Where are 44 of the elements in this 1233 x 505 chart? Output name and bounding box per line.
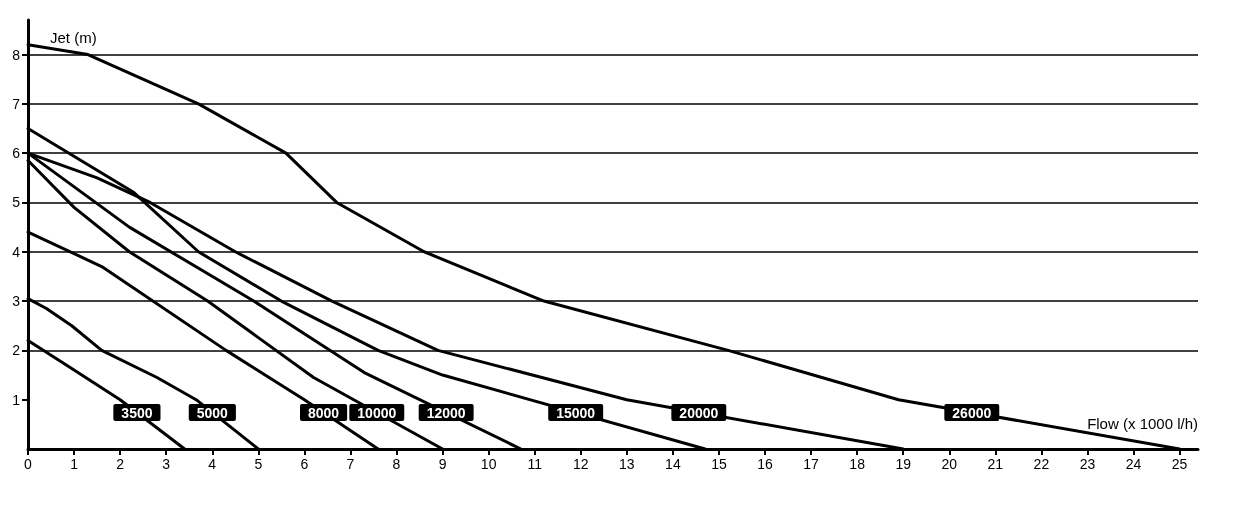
legend-label: 12000 (426, 404, 466, 421)
series-label: 20000 (679, 404, 719, 421)
x-tick-label: 3 (162, 456, 171, 472)
x-tick-label: 20 (941, 456, 958, 472)
x-tick-label: 15 (711, 456, 727, 472)
x-tick-label: 5 (254, 456, 263, 472)
x-tick-label: 18 (849, 456, 866, 472)
y-tick-label: 6 (12, 145, 21, 162)
x-tick-label: 14 (665, 456, 681, 472)
x-tick-label: 25 (1171, 456, 1188, 472)
y-tick-label: 1 (12, 391, 21, 408)
series-label: 3500 (121, 404, 153, 421)
y-tick-label: 8 (12, 46, 21, 63)
y-tick-label: 7 (12, 95, 21, 112)
x-tick-label: 13 (619, 456, 635, 472)
x-tick-label: 19 (895, 456, 912, 472)
y-tick-label: 5 (12, 194, 21, 211)
series-label: 15000 (556, 404, 596, 421)
y-axis-title: Jet (m) (50, 29, 97, 46)
x-tick-label: 17 (803, 456, 820, 472)
x-tick-label: 1 (70, 456, 79, 472)
legend-label: 10000 (357, 404, 397, 421)
x-tick-label: 7 (346, 456, 355, 472)
series-label: 8000 (308, 404, 340, 421)
x-tick-label: 12 (572, 456, 589, 472)
x-tick-label: 23 (1079, 456, 1096, 472)
x-tick-label: 22 (1033, 456, 1050, 472)
x-tick-label: 21 (987, 456, 1004, 472)
x-tick-label: 10 (480, 456, 497, 472)
x-tick-label: 11 (527, 456, 543, 472)
x-tick-label: 8 (392, 456, 401, 472)
x-tick-label: 4 (208, 456, 217, 472)
x-tick-label: 0 (24, 456, 33, 472)
x-tick-label: 9 (438, 456, 447, 472)
y-tick-label: 4 (12, 243, 21, 260)
x-tick-label: 24 (1125, 456, 1142, 472)
x-tick-label: 2 (116, 456, 125, 472)
x-tick-label: 6 (300, 456, 309, 472)
series-label: 26000 (952, 404, 992, 421)
y-tick-label: 2 (12, 342, 21, 359)
x-tick-label: 16 (757, 456, 773, 472)
series-label: 5000 (196, 404, 229, 421)
y-tick-label: 3 (12, 293, 21, 310)
x-axis-title: Flow (x 1000 l/h) (1087, 415, 1198, 432)
